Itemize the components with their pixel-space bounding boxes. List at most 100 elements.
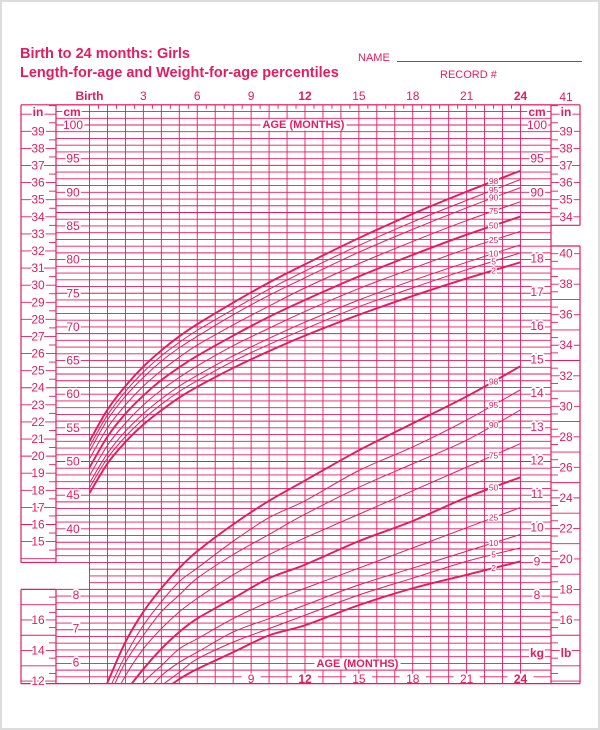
age-title-background bbox=[260, 119, 347, 131]
left-cm-unit-label: cm bbox=[63, 105, 80, 119]
left-inch-label: 16 bbox=[31, 517, 45, 531]
left-inch-label: 37 bbox=[31, 159, 45, 173]
bottom-age-label-background bbox=[241, 673, 261, 683]
right-lb-label: 22 bbox=[559, 521, 573, 535]
right-lb-label: 32 bbox=[559, 369, 573, 383]
length-percentile-label: 50 bbox=[489, 221, 499, 231]
length-percentile-curve-5 bbox=[89, 252, 521, 489]
weight-percentile-curve-50 bbox=[130, 476, 521, 684]
right-lb-label: 20 bbox=[559, 552, 573, 566]
left-inch-label: 35 bbox=[31, 193, 45, 207]
right-kg-label: 11 bbox=[531, 487, 544, 501]
right-lb-label: 40 bbox=[559, 247, 573, 261]
left-inch-label: 30 bbox=[31, 278, 45, 292]
left-inch-label: 29 bbox=[31, 295, 45, 309]
left-cm-label: 55 bbox=[66, 421, 80, 435]
right-lb-label: 24 bbox=[559, 491, 573, 505]
left-cm-label: 50 bbox=[66, 455, 80, 469]
weight-percentile-curve-25 bbox=[141, 507, 521, 684]
left-inch-label: 25 bbox=[31, 364, 45, 378]
bottom-age-label-background bbox=[292, 673, 318, 683]
left-cm-label: 70 bbox=[66, 320, 80, 334]
left-inch-label: 32 bbox=[31, 244, 45, 258]
weight-percentile-label: 98 bbox=[489, 376, 499, 386]
left-inch-label: 33 bbox=[31, 227, 45, 241]
name-input[interactable] bbox=[397, 48, 582, 62]
left-kg-label: 8 bbox=[73, 588, 80, 602]
bottom-age-label-background bbox=[345, 673, 372, 683]
bottom-age-tick-label: 21 bbox=[460, 672, 474, 686]
top-age-tick-label: 21 bbox=[460, 89, 474, 103]
length-percentile-label: 95 bbox=[489, 185, 499, 195]
left-lb-label: 12 bbox=[31, 674, 45, 688]
length-percentile-label: 10 bbox=[489, 249, 499, 259]
right-cm-label: 100 bbox=[527, 118, 547, 132]
right-kg-label: 10 bbox=[530, 521, 544, 535]
age-axis-title-bottom: AGE (MONTHS) bbox=[317, 658, 399, 670]
right-kg-label: 18 bbox=[530, 252, 544, 266]
right-lb-label: 36 bbox=[559, 308, 573, 322]
weight-percentile-curve-5 bbox=[163, 547, 521, 684]
right-kg-label: 16 bbox=[530, 319, 544, 333]
age-title-background bbox=[314, 658, 401, 670]
left-inch-label: 17 bbox=[31, 500, 45, 514]
right-kg-label: 14 bbox=[530, 386, 544, 400]
left-inch-label: 36 bbox=[31, 176, 45, 190]
length-percentile-label: 25 bbox=[489, 235, 499, 245]
right-inch-label: 39 bbox=[559, 124, 573, 138]
left-cm-label: 95 bbox=[66, 152, 80, 166]
bottom-age-tick-label: 18 bbox=[406, 672, 420, 686]
left-inch-label: 23 bbox=[31, 398, 45, 412]
chart-frame bbox=[20, 104, 581, 685]
right-inch-label: 41 bbox=[559, 90, 573, 104]
right-kg-label: 8 bbox=[534, 588, 541, 602]
right-lb-label: 18 bbox=[559, 582, 573, 596]
record-number-input[interactable] bbox=[503, 66, 582, 79]
weight-percentile-label: 10 bbox=[489, 538, 499, 548]
right-inch-unit-label: in bbox=[561, 105, 572, 119]
left-cm-label: 40 bbox=[66, 522, 80, 536]
bottom-age-label-background bbox=[399, 673, 426, 683]
top-age-tick-label: Birth bbox=[76, 89, 104, 103]
right-lb-label: 26 bbox=[559, 460, 573, 474]
left-lb-label: 14 bbox=[31, 644, 45, 658]
left-inch-label: 21 bbox=[31, 432, 45, 446]
weight-percentile-curve-75 bbox=[120, 443, 521, 684]
length-percentile-curve-98 bbox=[89, 169, 521, 443]
length-percentile-curve-10 bbox=[89, 244, 521, 484]
right-kg-label: 17 bbox=[530, 285, 544, 299]
bottom-age-tick-label: 15 bbox=[352, 672, 366, 686]
left-cm-label: 90 bbox=[66, 185, 80, 199]
length-percentile-curve-50 bbox=[89, 215, 521, 469]
right-lb-unit-label: lb bbox=[561, 646, 572, 660]
top-age-tick-label: 12 bbox=[298, 89, 312, 103]
weight-percentile-curve-2 bbox=[171, 560, 521, 684]
weight-percentile-curve-95 bbox=[111, 389, 521, 684]
weight-percentile-label: 5 bbox=[491, 550, 496, 560]
length-percentile-curve-75 bbox=[89, 201, 521, 460]
left-lb-label: 16 bbox=[31, 613, 45, 627]
top-age-tick-label: 6 bbox=[194, 89, 201, 103]
percentile-curves bbox=[89, 169, 521, 684]
right-inch-label: 37 bbox=[559, 159, 573, 173]
left-inch-label: 15 bbox=[31, 535, 45, 549]
chart-title: Birth to 24 months: Girls bbox=[20, 46, 190, 62]
left-cm-label: 60 bbox=[66, 387, 80, 401]
top-age-tick-label: 24 bbox=[514, 89, 528, 103]
weight-percentile-label: 2 bbox=[491, 563, 496, 573]
bottom-age-label-background bbox=[507, 673, 534, 683]
bottom-age-label-background bbox=[453, 673, 480, 683]
bottom-age-tick-label: 24 bbox=[514, 672, 528, 686]
left-inch-label: 38 bbox=[31, 141, 45, 155]
bottom-age-tick-label: 12 bbox=[298, 672, 312, 686]
left-inch-label: 22 bbox=[31, 415, 45, 429]
length-percentile-label: 90 bbox=[489, 193, 499, 203]
right-lb-label: 16 bbox=[559, 613, 573, 627]
left-inch-label: 20 bbox=[31, 449, 45, 463]
length-percentile-curve-90 bbox=[89, 187, 521, 452]
length-percentile-curve-25 bbox=[89, 230, 521, 477]
top-age-tick-label: 15 bbox=[352, 89, 366, 103]
right-lb-label: 30 bbox=[559, 399, 573, 413]
